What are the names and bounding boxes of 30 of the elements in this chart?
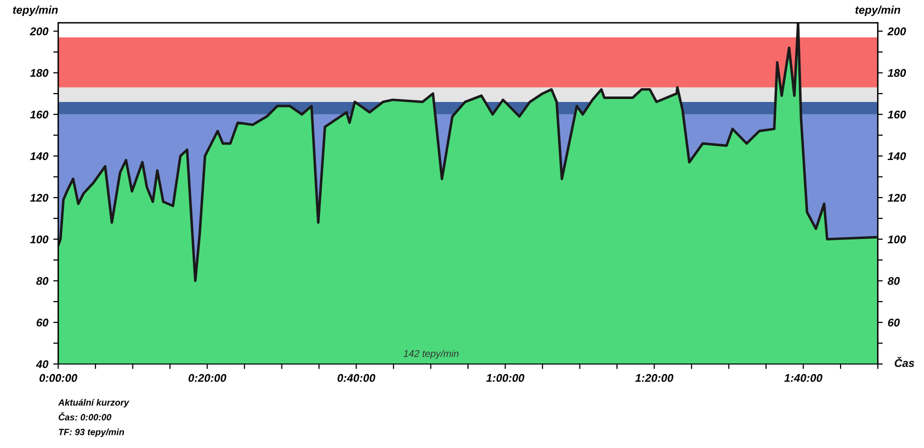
y2-tick-label: 60: [888, 318, 900, 327]
annotation: 142 tepy/min: [404, 350, 459, 359]
y-tick-label: 140: [30, 152, 48, 160]
y-tick-label: 120: [30, 194, 48, 202]
text: Aktuální kurzory: [58, 398, 130, 408]
y2-tick-label: 200: [887, 27, 906, 36]
y-tick-label: 100: [30, 235, 48, 244]
y-tick-label: 40: [36, 360, 48, 368]
y2-tick-label: 140: [888, 152, 906, 160]
y2-tick-label: 80: [888, 277, 900, 285]
y2-tick-label: 180: [888, 69, 906, 77]
x-tick-label: 0:00:00: [40, 374, 78, 382]
y-tick-label: 180: [30, 69, 48, 77]
y2-tick-label: 160: [888, 110, 906, 119]
x-tick-label: 1:20:00: [635, 374, 674, 382]
y-tick-label: 200: [30, 27, 48, 36]
y2-tick-label: 120: [888, 194, 906, 202]
text: Čas: 0:00:00: [58, 412, 112, 420]
y-tick-label: 60: [36, 318, 48, 327]
text: TF: 93 tepy/min: [58, 428, 124, 437]
x-tick-label: 0:20:00: [188, 374, 226, 382]
y2-axis-title: tepy/min: [855, 6, 900, 16]
x-axis-title: Čas: [894, 356, 914, 367]
y2-tick-label: 100: [888, 235, 906, 244]
y-tick-label: 160: [30, 110, 48, 119]
y-tick-label: 80: [36, 277, 48, 285]
x-tick-label: 1:40:00: [784, 374, 822, 382]
x-tick-label: 0:40:00: [338, 374, 376, 382]
y-axis-title: tepy/min: [12, 6, 58, 16]
x-tick-label: 1:00:00: [486, 374, 524, 382]
